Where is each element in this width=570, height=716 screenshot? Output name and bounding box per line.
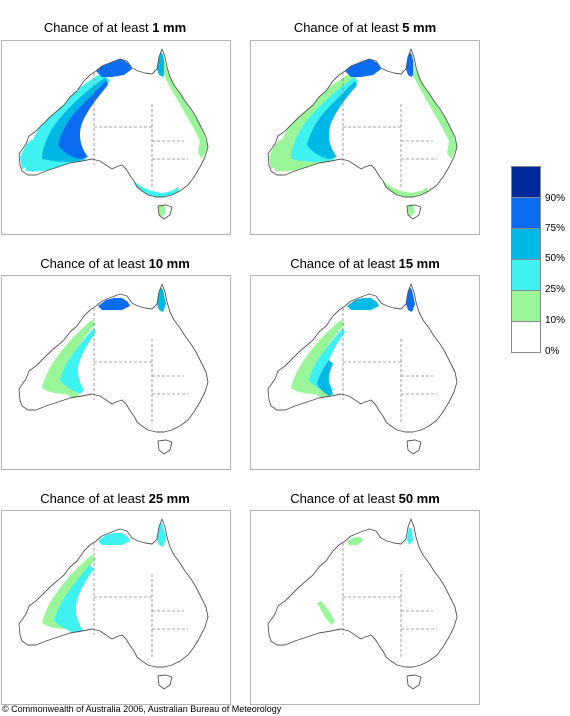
australia-map: [267, 283, 458, 455]
probability-region: [20, 139, 36, 169]
probability-regions: [317, 527, 413, 625]
legend-swatch-25: [511, 259, 541, 290]
australia-map: [267, 518, 458, 690]
legend-label-25: 25%: [545, 284, 566, 295]
probability-region: [407, 527, 413, 545]
probability-region: [269, 139, 285, 169]
panel-title-25mm: Chance of at least 25 mm: [40, 491, 190, 506]
probability-legend: [511, 166, 541, 353]
probability-region: [317, 360, 333, 396]
probability-region: [317, 601, 335, 625]
coastline: [18, 283, 209, 433]
coastline: [267, 283, 458, 433]
panel-title-10mm: Chance of at least 10 mm: [40, 256, 190, 271]
legend-swatch-0: [511, 321, 541, 353]
coastline: [406, 204, 422, 220]
legend-label-75: 75%: [545, 223, 566, 234]
coastline: [406, 439, 422, 455]
coastline: [18, 48, 209, 198]
australia-map: [18, 283, 209, 455]
australia-map: [18, 518, 209, 690]
legend-label-90: 90%: [545, 193, 566, 204]
mainland: [268, 284, 457, 432]
map-panel-10mm: [1, 275, 231, 470]
coastline: [406, 674, 422, 690]
legend-swatch-10: [511, 290, 541, 321]
probability-region: [307, 81, 357, 159]
tasmania: [158, 675, 172, 689]
coastline: [18, 518, 209, 668]
coastline: [267, 518, 458, 668]
map-panel-25mm: [1, 510, 231, 705]
probability-region: [347, 537, 363, 545]
probability-region: [58, 81, 108, 159]
probability-region: [98, 298, 130, 310]
coastline: [157, 439, 173, 455]
tasmania: [407, 440, 421, 454]
coastline: [157, 674, 173, 690]
map-panel-15mm: [250, 275, 480, 470]
legend-swatch-90: [511, 166, 541, 197]
probability-region: [309, 328, 345, 394]
mainland: [19, 519, 208, 667]
probability-region: [60, 328, 96, 394]
tasmania: [158, 440, 172, 454]
probability-region: [347, 298, 379, 310]
mainland: [19, 284, 208, 432]
copyright-notice: © Commonwealth of Australia 2006, Austra…: [2, 704, 282, 714]
map-panel-5mm: [250, 40, 480, 235]
probability-regions: [42, 521, 166, 635]
probability-region: [54, 565, 94, 635]
map-panel-1mm: [1, 40, 231, 235]
coastline: [157, 204, 173, 220]
probability-region: [98, 533, 130, 545]
probability-region: [407, 205, 415, 217]
panel-title-50mm: Chance of at least 50 mm: [290, 491, 440, 506]
probability-region: [158, 205, 166, 217]
map-panel-50mm: [250, 510, 480, 705]
panel-title-1mm: Chance of at least 1 mm: [43, 20, 187, 35]
legend-label-0: 0%: [545, 346, 560, 357]
tasmania: [407, 675, 421, 689]
legend-label-10: 10%: [545, 315, 566, 326]
coastline: [267, 48, 458, 198]
legend-label-50: 50%: [545, 253, 566, 264]
australia-map: [18, 48, 209, 220]
australia-map: [267, 48, 458, 220]
legend-swatch-50: [511, 228, 541, 259]
panel-title-5mm: Chance of at least 5 mm: [293, 20, 437, 35]
panel-title-15mm: Chance of at least 15 mm: [290, 256, 440, 271]
mainland: [268, 519, 457, 667]
legend-swatch-75: [511, 197, 541, 228]
